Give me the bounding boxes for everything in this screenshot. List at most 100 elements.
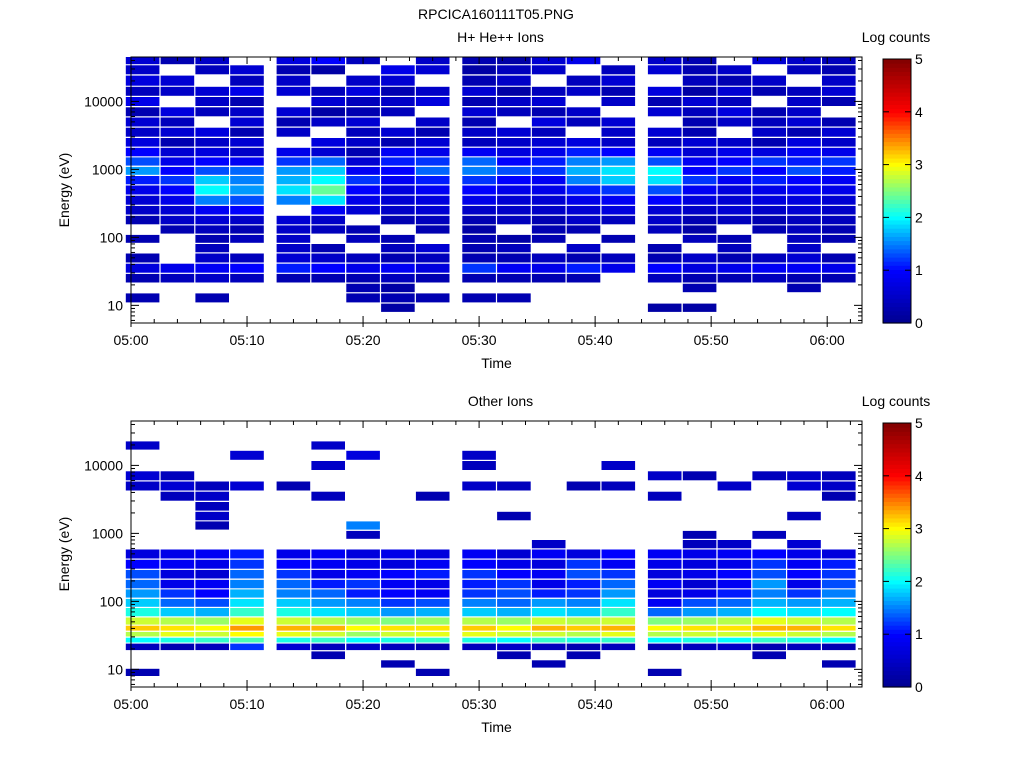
heatmap-cell (346, 579, 380, 589)
heatmap-cell (195, 244, 229, 253)
colorbar-segment (883, 273, 911, 279)
heatmap-cell (346, 185, 380, 195)
heatmap-cell (125, 631, 160, 637)
heatmap-cell (822, 234, 856, 243)
heatmap-cell (462, 461, 496, 470)
heatmap-cell (787, 589, 821, 598)
colorbar-segment (883, 277, 911, 283)
heatmap-cell (195, 521, 229, 530)
heatmap-cell (752, 471, 786, 481)
heatmap-cell (682, 643, 717, 651)
colorbar-segment (883, 629, 911, 634)
heatmap-cell (717, 185, 752, 195)
heatmap-cell (311, 569, 345, 579)
heatmap-cell (311, 97, 345, 106)
heatmap-cell (346, 631, 380, 637)
heatmap-cell (195, 579, 229, 589)
heatmap-cell (195, 147, 229, 157)
heatmap-cell (787, 205, 821, 215)
colorbar-segment (883, 252, 911, 258)
heatmap-cell (497, 147, 531, 157)
heatmap-cell (752, 185, 786, 195)
heatmap-cell (125, 643, 160, 651)
heatmap-cell (647, 491, 682, 501)
heatmap-cell (566, 215, 601, 225)
heatmap-cell (160, 559, 195, 569)
heatmap-cell (601, 75, 636, 86)
y-axis-label: Energy (eV) (56, 517, 72, 592)
heatmap-cell (195, 263, 229, 273)
heatmap-cell (787, 598, 821, 607)
heatmap-cell (276, 65, 311, 75)
heatmap-cell (311, 579, 345, 589)
heatmap-cell (566, 185, 601, 195)
colorbar-segment (883, 100, 911, 105)
heatmap-cell (752, 598, 786, 607)
heatmap-cell (230, 598, 264, 607)
heatmap-cell (497, 65, 531, 75)
heatmap-cell (787, 127, 821, 137)
heatmap-cell (647, 205, 682, 215)
heatmap-cell (787, 263, 821, 273)
heatmap-cell (381, 127, 415, 137)
heatmap-cell (346, 643, 380, 651)
heatmap-cell (752, 625, 786, 631)
heatmap-cells (125, 57, 856, 312)
heatmap-cell (531, 631, 566, 637)
colorbar-segment (883, 612, 911, 618)
heatmap-cell (566, 631, 601, 637)
heatmap-cell (682, 589, 717, 598)
heatmap-cell (717, 589, 752, 598)
heatmap-cell (346, 205, 380, 215)
heatmap-cell (195, 157, 229, 166)
heatmap-cell (346, 176, 380, 185)
heatmap-cell (276, 643, 311, 651)
heatmap-cell (497, 157, 531, 166)
heatmap-cell (195, 293, 229, 303)
heatmap-cell (311, 138, 345, 147)
heatmap-cell (160, 127, 195, 137)
heatmap-cell (822, 631, 856, 637)
heatmap-cell (787, 273, 821, 283)
heatmap-cell (160, 75, 195, 86)
heatmap-cell (311, 57, 345, 65)
heatmap-cell (566, 263, 601, 273)
y-axis: 10 100 1000 10000 (84, 423, 862, 685)
heatmap-cell (415, 631, 450, 637)
heatmap-cell (717, 147, 752, 157)
colorbar-segment (883, 87, 911, 93)
colorbar-segment (883, 141, 911, 147)
heatmap-cell (415, 589, 450, 598)
heatmap-cell (717, 631, 752, 637)
colorbar-segment (883, 501, 911, 507)
heatmap-cell (531, 549, 566, 559)
heatmap-cell (381, 97, 415, 106)
heatmap-cell (230, 97, 264, 106)
heatmap-cell (822, 57, 856, 65)
heatmap-cell (230, 631, 264, 637)
heatmap-cell (311, 637, 345, 643)
heatmap-cell (531, 176, 566, 185)
heatmap-cell (415, 65, 450, 75)
heatmap-cell (717, 244, 752, 253)
heatmap-cell (531, 147, 566, 157)
heatmap-cell (682, 205, 717, 215)
heatmap-cell (125, 166, 160, 175)
heatmap-cell (311, 608, 345, 617)
heatmap-cell (160, 579, 195, 589)
heatmap-cell (311, 176, 345, 185)
heatmap-cell (195, 225, 229, 234)
colorbar-segment (883, 608, 911, 614)
heatmap-cell (125, 205, 160, 215)
heatmap-cell (752, 617, 786, 625)
heatmap-cell (311, 157, 345, 166)
heatmap-cell (717, 559, 752, 569)
heatmap-cell (346, 521, 380, 530)
heatmap-cell (195, 166, 229, 175)
heatmap-cells (125, 441, 856, 676)
colorbar-segment (883, 269, 911, 275)
colorbar-segment (883, 166, 911, 171)
heatmap-cell (125, 481, 160, 491)
heatmap-cell (601, 643, 636, 651)
heatmap-cell (125, 293, 160, 303)
